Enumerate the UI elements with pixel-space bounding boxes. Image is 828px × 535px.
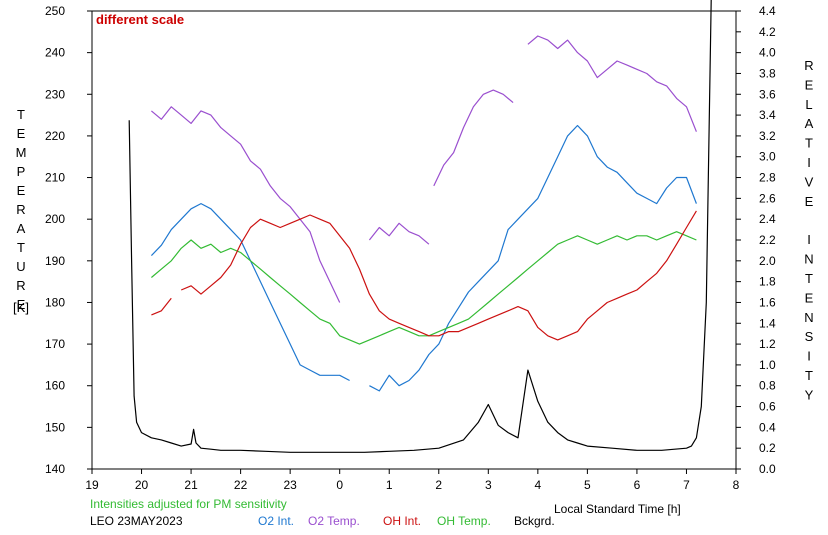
y-right-tick-label: 1.4 <box>759 316 776 330</box>
x-tick-label: 1 <box>386 478 393 492</box>
y-left-title-letter: P <box>17 164 26 179</box>
y-right-tick-label: 1.0 <box>759 358 776 372</box>
y-right-tick-label: 1.2 <box>759 337 776 351</box>
sensitivity-note: Intensities adjusted for PM sensitivity <box>90 497 287 511</box>
y-left-tick-label: 140 <box>45 462 65 476</box>
y-right-tick-label: 1.8 <box>759 275 776 289</box>
y-left-title-letter: T <box>17 240 25 255</box>
series-line-oh-temp <box>151 231 697 345</box>
y-right-title-letter: E <box>805 77 814 92</box>
y-right-tick-label: 0.6 <box>759 400 776 414</box>
y-left-title-letter: R <box>16 278 25 293</box>
y-left-tick-label: 200 <box>45 212 65 226</box>
y-right-tick-label: 0.0 <box>759 462 776 476</box>
x-tick-label: 6 <box>634 478 641 492</box>
y-right-tick-label: 1.6 <box>759 295 776 309</box>
series-line-oh-int <box>151 210 697 341</box>
y-right-title-letter: A <box>805 116 814 131</box>
legend-item: O2 Temp. <box>308 514 360 528</box>
y-right-tick-label: 3.2 <box>759 129 776 143</box>
series-line-bckgrd <box>128 0 712 453</box>
y-right-title-letter: S <box>805 329 814 344</box>
x-tick-label: 3 <box>485 478 492 492</box>
y-right-tick-label: 0.2 <box>759 441 776 455</box>
y-left-title-letter: U <box>16 259 25 274</box>
y-right-title-letter: N <box>804 310 813 325</box>
x-tick-label: 19 <box>85 478 99 492</box>
y-right-tick-label: 3.8 <box>759 66 776 80</box>
y-right-title-letter: R <box>804 58 813 73</box>
y-right-tick-label: 2.4 <box>759 212 776 226</box>
y-left-tick-label: 190 <box>45 254 65 268</box>
y-left-title-letter: M <box>16 145 27 160</box>
y-left-tick-label: 180 <box>45 295 65 309</box>
y-right-title-letter: E <box>805 290 814 305</box>
y-right-title-letter: I <box>807 155 811 170</box>
y-right-title-letter: I <box>807 232 811 247</box>
x-tick-label: 20 <box>135 478 149 492</box>
y-right-tick-label: 2.8 <box>759 171 776 185</box>
y-left-title-letter: T <box>17 107 25 122</box>
y-left-tick-label: 240 <box>45 46 65 60</box>
y-left-unit: [K] <box>13 300 29 315</box>
x-tick-label: 22 <box>234 478 248 492</box>
y-right-title-letter: Y <box>805 387 814 402</box>
y-right-tick-label: 2.0 <box>759 254 776 268</box>
y-right-tick-label: 3.6 <box>759 87 776 101</box>
chart-series-group <box>128 0 712 453</box>
plot-frame <box>91 10 737 470</box>
y-left-title-letter: A <box>17 221 26 236</box>
y-right-tick-label: 3.4 <box>759 108 776 122</box>
y-right-tick-label: 2.2 <box>759 233 776 247</box>
y-right-title-letter: V <box>805 174 814 189</box>
legend-item: OH Int. <box>383 514 422 528</box>
y-right-tick-label: 4.4 <box>759 4 776 18</box>
legend-item: OH Temp. <box>437 514 491 528</box>
y-left-title-letter: E <box>17 297 26 312</box>
y-right-tick-label: 4.0 <box>759 46 776 60</box>
y-right-title-letter: N <box>804 252 813 267</box>
y-left-tick-label: 210 <box>45 171 65 185</box>
x-tick-label: 7 <box>683 478 690 492</box>
scale-annotation: different scale <box>96 12 184 27</box>
y-left-tick-label: 220 <box>45 129 65 143</box>
y-right-title-letter: L <box>805 97 812 112</box>
chart-axes: 19 20 21 22 23 0 1 2 3 4 5 6 7 8140150160170180190200… <box>45 4 776 492</box>
x-tick-label: 23 <box>283 478 297 492</box>
y-left-tick-label: 170 <box>45 337 65 351</box>
legend-item: O2 Int. <box>258 514 295 528</box>
y-left-tick-label: 230 <box>45 87 65 101</box>
y-right-tick-label: 3.0 <box>759 150 776 164</box>
x-tick-label: 8 <box>733 478 740 492</box>
y-right-title-letter: T <box>805 136 813 151</box>
legend-item: Bckgrd. <box>514 514 555 528</box>
y-right-title-letter: T <box>805 271 813 286</box>
y-left-title-letter: E <box>17 126 26 141</box>
y-left-title-letter: R <box>16 202 25 217</box>
x-tick-label: 5 <box>584 478 591 492</box>
y-left-tick-label: 150 <box>45 420 65 434</box>
y-right-title-letter: E <box>805 194 814 209</box>
y-right-title-letter: T <box>805 368 813 383</box>
series-line-o2-int <box>150 124 697 392</box>
y-left-tick-label: 250 <box>45 4 65 18</box>
y-right-title-letter: I <box>807 349 811 364</box>
y-right-tick-label: 0.4 <box>759 420 776 434</box>
y-right-tick-label: 2.6 <box>759 191 776 205</box>
x-tick-label: 0 <box>336 478 343 492</box>
x-tick-label: 4 <box>535 478 542 492</box>
x-axis-title: Local Standard Time [h] <box>554 502 681 516</box>
x-tick-label: 2 <box>435 478 442 492</box>
station-date: LEO 23MAY2023 <box>90 514 183 528</box>
y-right-tick-label: 4.2 <box>759 25 776 39</box>
x-tick-label: 21 <box>184 478 198 492</box>
series-line-o2-temp <box>151 35 697 303</box>
y-left-title-letter: E <box>17 183 26 198</box>
y-left-tick-label: 160 <box>45 379 65 393</box>
y-right-tick-label: 0.8 <box>759 379 776 393</box>
